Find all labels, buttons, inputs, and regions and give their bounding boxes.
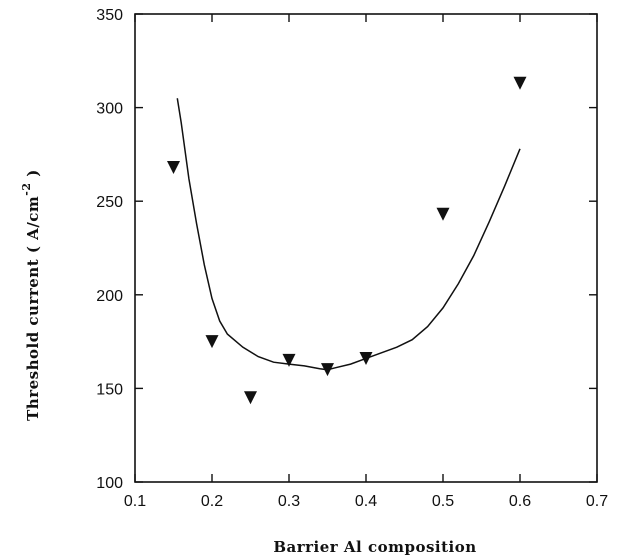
data-point-marker [167,161,180,175]
y-tick-label: 300 [96,101,123,118]
data-point-marker [359,351,373,365]
y-tick-label: 100 [96,475,123,492]
y-tick-label: 200 [96,288,123,305]
data-point-marker [205,335,219,349]
y-axis-label-sup: -2 [20,182,33,195]
data-point-marker [282,353,296,367]
x-axis-label: Barrier Al composition [273,538,476,556]
y-tick-label: 250 [96,194,123,211]
data-markers [167,76,527,405]
x-tick-label: 0.1 [124,493,146,510]
x-tick-label: 0.4 [355,493,377,510]
y-tick-label: 150 [96,381,123,398]
x-tick-label: 0.3 [278,493,300,510]
plot-axes [134,13,598,483]
data-point-marker [513,76,527,90]
data-point-marker [436,207,450,221]
y-axis-label: Threshold current ( A/cm-2 ) [20,169,42,421]
x-tick-label: 0.7 [586,493,608,510]
data-point-marker [244,391,257,405]
y-tick-label: 350 [96,7,123,24]
plot-frame [134,13,598,483]
y-axis-label-main: Threshold current ( A/cm [24,196,42,421]
tick-labels: 0.1 0.2 0.3 0.4 0.5 0.6 0.7 100 150 200 250 300 350 [96,7,608,510]
x-tick-label: 0.5 [432,493,454,510]
x-tick-label: 0.2 [201,493,223,510]
data-point-marker [321,363,334,377]
x-tick-label: 0.6 [509,493,531,510]
y-axis-label-close: ) [24,169,42,182]
axis-ticks [134,13,598,483]
fit-curve [176,98,521,371]
